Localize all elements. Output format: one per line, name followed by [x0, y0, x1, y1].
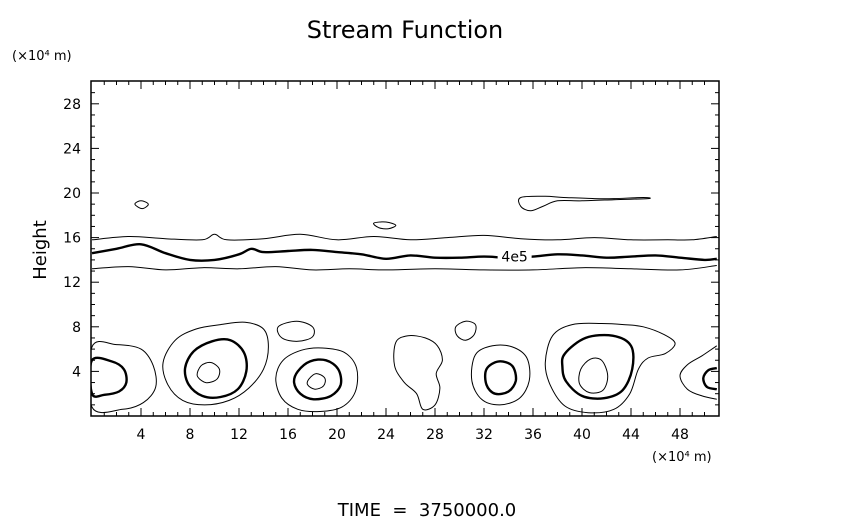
x-tick-label: 40 — [573, 427, 591, 443]
x-tick-label: 8 — [186, 427, 195, 443]
y-tick-label: 16 — [63, 231, 81, 247]
contour-line-s-1 — [134, 200, 149, 210]
contour-labels: 4e5 — [497, 247, 532, 266]
x-tick-label: 20 — [328, 427, 346, 443]
y-tick-label: 24 — [63, 141, 81, 157]
contour-line-c-c2 — [292, 358, 343, 401]
contour-lines — [91, 195, 718, 414]
contour-label: 4e5 — [501, 250, 527, 266]
contour-line-c-e2 — [483, 360, 518, 396]
y-unit-label: (×10⁴ m) — [12, 49, 72, 64]
contour-line-c-f2 — [560, 333, 635, 400]
x-tick-label: 24 — [377, 427, 395, 443]
contour-line-c-g2 — [702, 366, 718, 391]
x-tick-label: 44 — [622, 427, 640, 443]
footer-time: TIME = 3750000.0 — [337, 500, 517, 519]
contour-line-c-c3 — [306, 373, 326, 390]
y-tick-labels: 4 8 12 16 20 24 28 — [63, 97, 81, 381]
contour-label-background — [497, 247, 532, 266]
x-tick-label: 32 — [475, 427, 493, 443]
x-tick-label: 12 — [230, 427, 248, 443]
contour-line-c-b3 — [196, 361, 221, 384]
contour-line-c-a2 — [91, 356, 128, 398]
contour-line-c-c0 — [276, 320, 315, 342]
contour-line-c-e1 — [470, 344, 531, 406]
x-tick-label: 28 — [426, 427, 444, 443]
y-axis-label: Height — [30, 220, 51, 280]
contour-line-band-upper — [91, 233, 717, 241]
contour-line-c-f1 — [544, 322, 676, 414]
x-tick-label: 36 — [524, 427, 542, 443]
contour-line-c-f3 — [578, 357, 609, 394]
contour-line-band-lower — [91, 265, 717, 271]
y-tick-label: 8 — [72, 320, 81, 336]
contour-line-c-b2 — [183, 338, 248, 399]
axis-ticks — [91, 81, 719, 416]
contour-line-band-4e5 — [91, 243, 717, 262]
contour-line-s-3 — [518, 195, 651, 212]
y-tick-label: 28 — [63, 97, 81, 113]
x-tick-label: 48 — [671, 427, 689, 443]
x-tick-labels: 4 8 12 16 20 24 28 32 36 40 44 48 — [137, 427, 689, 443]
x-tick-label: 4 — [137, 427, 146, 443]
y-tick-label: 12 — [63, 275, 81, 291]
chart-title: Stream Function — [307, 16, 504, 44]
contour-line-c-e0 — [454, 320, 477, 341]
y-tick-label: 4 — [72, 364, 81, 380]
contour-line-c-a1 — [91, 341, 157, 414]
x-unit-label: (×10⁴ m) — [652, 450, 712, 465]
contour-line-c-d1 — [393, 335, 443, 411]
contour-line-c-b1 — [162, 321, 269, 406]
contour-line-c-c1 — [275, 347, 359, 413]
contour-line-s-2 — [373, 221, 397, 230]
y-tick-label: 20 — [63, 186, 81, 202]
x-tick-label: 16 — [279, 427, 297, 443]
contour-line-c-g1 — [679, 345, 718, 400]
